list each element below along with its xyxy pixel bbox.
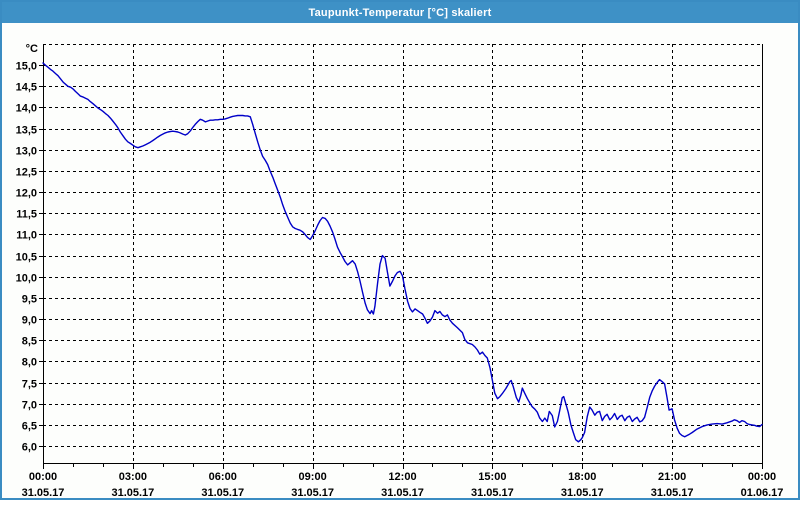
x-tick-time-label: 06:00 — [209, 471, 237, 483]
x-tick-date-label: 31.05.17 — [561, 487, 604, 499]
y-tick-label: 14,5 — [16, 82, 37, 94]
y-axis-unit-label: °C — [26, 43, 38, 55]
y-tick-label: 9,0 — [22, 315, 37, 327]
y-tick-label: 12,0 — [16, 188, 37, 200]
chart-area: 15,0 14,5 14,0 13,5 13,0 12,5 12,0 11,5 11,0 10,5… — [2, 23, 798, 499]
x-tick-time-label: 00:00 — [29, 471, 57, 483]
x-tick-time-label: 12:00 — [388, 471, 416, 483]
x-tick-date-label: 31.05.17 — [471, 487, 514, 499]
y-tick-label: 11,5 — [16, 209, 37, 221]
x-tick-time-label: 15:00 — [478, 471, 506, 483]
y-tick-label: 8,0 — [22, 357, 37, 369]
y-tick-label: 9,5 — [22, 294, 37, 306]
x-tick-time-label: 09:00 — [299, 471, 327, 483]
y-tick-label: 6,5 — [22, 421, 37, 433]
x-tick-date-label: 01.06.17 — [741, 487, 784, 499]
x-tick-time-label: 18:00 — [568, 471, 596, 483]
y-tick-label: 15,0 — [16, 61, 37, 73]
x-tick-date-label: 31.05.17 — [291, 487, 334, 499]
x-tick-date-label: 31.05.17 — [651, 487, 694, 499]
x-tick-time-label: 21:00 — [658, 471, 686, 483]
x-tick-date-label: 31.05.17 — [201, 487, 244, 499]
x-tick-time-label: 00:00 — [748, 471, 776, 483]
y-tick-label: 13,0 — [16, 146, 37, 158]
y-tick-label: 13,5 — [16, 125, 37, 137]
y-tick-label: 14,0 — [16, 103, 37, 115]
window-title-bar[interactable]: Taupunkt-Temperatur [°C] skaliert — [2, 2, 798, 23]
x-tick-date-label: 31.05.17 — [111, 487, 154, 499]
dewpoint-series-line — [42, 62, 763, 443]
y-tick-label: 6,0 — [22, 442, 37, 454]
x-tick-date-label: 31.05.17 — [22, 487, 65, 499]
y-tick-label: 7,0 — [22, 400, 37, 412]
y-tick-label: 7,5 — [22, 379, 37, 391]
y-tick-label: 10,5 — [16, 252, 37, 264]
y-tick-label: 12,5 — [16, 167, 37, 179]
y-tick-label: 11,0 — [16, 230, 37, 242]
x-tick-date-label: 31.05.17 — [381, 487, 424, 499]
dewpoint-line-chart: 15,0 14,5 14,0 13,5 13,0 12,5 12,0 11,5 11,0 10,5… — [16, 43, 784, 499]
window-title: Taupunkt-Temperatur [°C] skaliert — [308, 6, 492, 19]
y-tick-label: 8,5 — [22, 336, 37, 348]
y-tick-label: 10,0 — [16, 273, 37, 285]
x-tick-time-label: 03:00 — [119, 471, 147, 483]
